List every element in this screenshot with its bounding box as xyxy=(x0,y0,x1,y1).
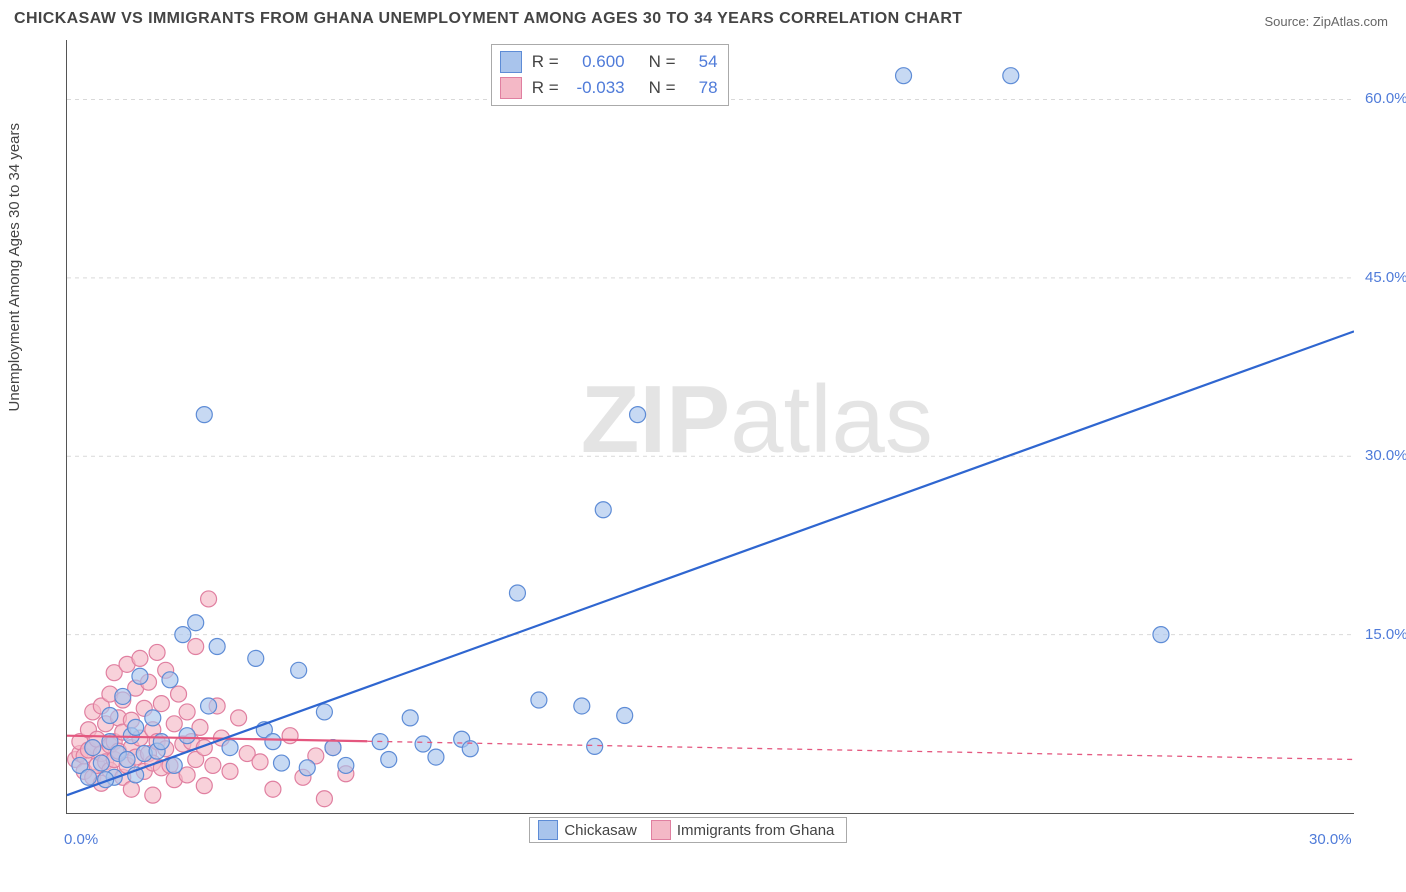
stats-row: R = -0.033 N = 78 xyxy=(500,75,718,101)
r-value: -0.033 xyxy=(569,75,625,101)
y-tick-label: 45.0% xyxy=(1365,269,1406,286)
legend-label: Chickasaw xyxy=(564,822,637,839)
plot-container: ZIPatlas R =0.600N =54R =-0.033N =78 Chi… xyxy=(50,40,1390,840)
legend-item: Chickasaw xyxy=(538,820,637,840)
r-label: R = xyxy=(532,75,559,101)
y-axis-label: Unemployment Among Ages 30 to 34 years xyxy=(6,123,23,412)
r-label: R = xyxy=(532,49,559,75)
chart-title: CHICKASAW VS IMMIGRANTS FROM GHANA UNEMP… xyxy=(14,10,962,28)
stats-legend-box: R = 0.600 N = 54 R = -0.033 N = 78 xyxy=(491,44,729,106)
r-value: 0.600 xyxy=(569,49,625,75)
legend-swatch xyxy=(651,820,671,840)
category-legend-box: Chickasaw Immigrants from Ghana xyxy=(529,817,847,843)
n-label: N = xyxy=(649,75,676,101)
y-tick-label: 30.0% xyxy=(1365,447,1406,464)
legend-swatch xyxy=(538,820,558,840)
legend-item: Immigrants from Ghana xyxy=(651,820,835,840)
stats-row: R = 0.600 N = 54 xyxy=(500,49,718,75)
y-tick-label: 60.0% xyxy=(1365,90,1406,107)
x-tick-label: 0.0% xyxy=(64,831,98,848)
legend-swatch xyxy=(500,77,522,99)
legend-label: Immigrants from Ghana xyxy=(677,822,835,839)
y-tick-label: 15.0% xyxy=(1365,626,1406,643)
n-value: 54 xyxy=(686,49,718,75)
n-value: 78 xyxy=(686,75,718,101)
n-label: N = xyxy=(649,49,676,75)
source-label: Source: ZipAtlas.com xyxy=(1264,14,1388,29)
scatter-plot xyxy=(66,40,1354,814)
legend-swatch xyxy=(500,51,522,73)
x-tick-label: 30.0% xyxy=(1309,831,1352,848)
